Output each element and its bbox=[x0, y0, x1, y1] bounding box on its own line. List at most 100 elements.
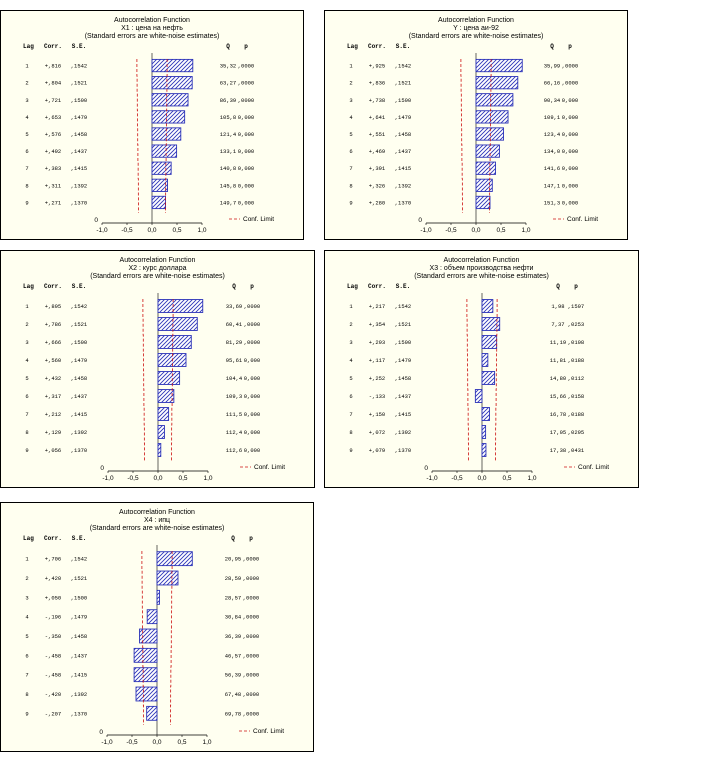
p-label: 0,000 bbox=[244, 357, 261, 364]
x-tick-label: 1,0 bbox=[521, 227, 530, 234]
acf-bar bbox=[151, 161, 172, 175]
conf-limit-pos bbox=[171, 299, 174, 461]
q-label: 14,80 bbox=[550, 375, 567, 382]
chart-subtitle: (Standard errors are white-noise estimat… bbox=[90, 525, 225, 532]
p-label: ,0000 bbox=[243, 652, 260, 659]
corr-label: -,458 bbox=[45, 672, 62, 679]
acf-bar bbox=[481, 425, 487, 439]
acf-bar bbox=[157, 371, 181, 385]
se-label: ,1479 bbox=[71, 357, 88, 364]
q-label: 149,7 bbox=[220, 199, 237, 206]
corr-label: +,293 bbox=[369, 339, 386, 346]
col-header-corr: Corr. bbox=[44, 535, 62, 542]
p-label: ,0188 bbox=[568, 357, 585, 364]
col-header-p: p bbox=[574, 283, 578, 290]
corr-label: +,326 bbox=[369, 182, 386, 189]
q-label: 141,6 bbox=[544, 165, 561, 172]
p-label: ,0000 bbox=[562, 80, 579, 87]
acf-panel-x3: Autocorrelation Function X3 : объем произ… bbox=[324, 250, 639, 488]
p-label: 0,000 bbox=[244, 393, 261, 400]
col-header-q: Q bbox=[226, 43, 230, 50]
corr-label: +,271 bbox=[45, 199, 62, 206]
corr-label: +,072 bbox=[369, 429, 386, 436]
col-header-p: p bbox=[568, 43, 572, 50]
p-label: ,0000 bbox=[243, 556, 260, 563]
se-label: ,1479 bbox=[71, 114, 88, 121]
acf-bar bbox=[157, 425, 165, 439]
corr-label: +,212 bbox=[45, 411, 62, 418]
se-label: ,1500 bbox=[71, 97, 88, 104]
axis-zero-label: 0 bbox=[99, 729, 103, 736]
q-label: 17,05 bbox=[550, 429, 567, 436]
acf-bar bbox=[157, 335, 192, 349]
lag-label: 1 bbox=[25, 63, 29, 70]
q-label: 81,29 bbox=[226, 339, 243, 346]
acf-bar bbox=[151, 110, 186, 124]
q-label: 111,5 bbox=[226, 411, 243, 418]
x-tick-label: 1,0 bbox=[527, 475, 536, 482]
lag-label: 5 bbox=[25, 633, 28, 640]
acf-bar bbox=[157, 317, 198, 331]
acf-bar bbox=[481, 371, 496, 385]
se-label: ,1370 bbox=[71, 199, 88, 206]
p-label: 0,000 bbox=[244, 411, 261, 418]
p-label: ,0000 bbox=[238, 63, 255, 70]
x-tick-label: -0,5 bbox=[127, 475, 139, 482]
corr-label: +,311 bbox=[45, 182, 62, 189]
corr-label: +,079 bbox=[369, 447, 386, 454]
p-label: ,0000 bbox=[238, 97, 255, 104]
axis-zero-label: 0 bbox=[418, 217, 422, 224]
conf-limit-pos bbox=[165, 59, 168, 213]
se-label: ,1370 bbox=[395, 199, 412, 206]
q-label: 133,1 bbox=[220, 148, 237, 155]
acf-bar bbox=[151, 178, 169, 192]
lag-label: 5 bbox=[349, 375, 352, 382]
lag-label: 1 bbox=[25, 556, 29, 563]
q-label: 121,4 bbox=[220, 131, 237, 138]
p-label: 0,000 bbox=[244, 447, 261, 454]
p-label: ,0000 bbox=[243, 594, 260, 601]
q-label: 11,19 bbox=[550, 339, 567, 346]
acf-bar bbox=[133, 647, 158, 663]
p-label: ,0000 bbox=[243, 691, 260, 698]
corr-label: -,458 bbox=[45, 652, 62, 659]
lag-label: 1 bbox=[25, 303, 29, 310]
q-label: 16,78 bbox=[550, 411, 567, 418]
se-label: ,1415 bbox=[395, 165, 412, 172]
acf-panel-x4: Autocorrelation Function X4 : ипц (Standar… bbox=[0, 502, 314, 752]
acf-bar bbox=[157, 443, 162, 457]
chart-title: Autocorrelation Function bbox=[120, 257, 196, 264]
se-label: ,1521 bbox=[71, 575, 88, 582]
col-header-q: Q bbox=[556, 283, 560, 290]
acf-panel-x2: Autocorrelation Function X2 : курс доллар… bbox=[0, 250, 315, 488]
corr-label: -,350 bbox=[45, 633, 62, 640]
se-label: ,1392 bbox=[71, 429, 88, 436]
chart-title: Autocorrelation Function bbox=[444, 257, 520, 264]
p-label: ,0000 bbox=[244, 339, 261, 346]
col-header-p: p bbox=[249, 535, 253, 542]
conf-limit-neg bbox=[136, 59, 139, 213]
q-label: 67,48 bbox=[225, 691, 242, 698]
axis-zero-label: 0 bbox=[424, 465, 428, 472]
q-label: 90,34 bbox=[544, 97, 561, 104]
q-label: 86,39 bbox=[220, 97, 237, 104]
p-label: 0,000 bbox=[238, 182, 255, 189]
se-label: ,1370 bbox=[71, 710, 88, 717]
x-tick-label: 0,0 bbox=[152, 739, 161, 746]
q-label: 20,95 bbox=[225, 556, 242, 563]
p-label: 0,000 bbox=[562, 148, 579, 155]
se-label: ,1415 bbox=[71, 672, 88, 679]
corr-label: -,420 bbox=[45, 691, 62, 698]
q-label: 140,8 bbox=[220, 165, 237, 172]
acf-bar bbox=[133, 667, 158, 683]
chart-subtitle: (Standard errors are white-noise estimat… bbox=[414, 273, 549, 280]
lag-label: 4 bbox=[349, 357, 353, 364]
acf-bar bbox=[151, 58, 194, 73]
se-label: ,1392 bbox=[395, 182, 412, 189]
corr-label: +,641 bbox=[369, 114, 386, 121]
lag-label: 7 bbox=[349, 411, 352, 418]
col-header-se: S.E. bbox=[396, 283, 410, 290]
p-label: ,0431 bbox=[568, 447, 585, 454]
acf-bar bbox=[157, 389, 175, 403]
